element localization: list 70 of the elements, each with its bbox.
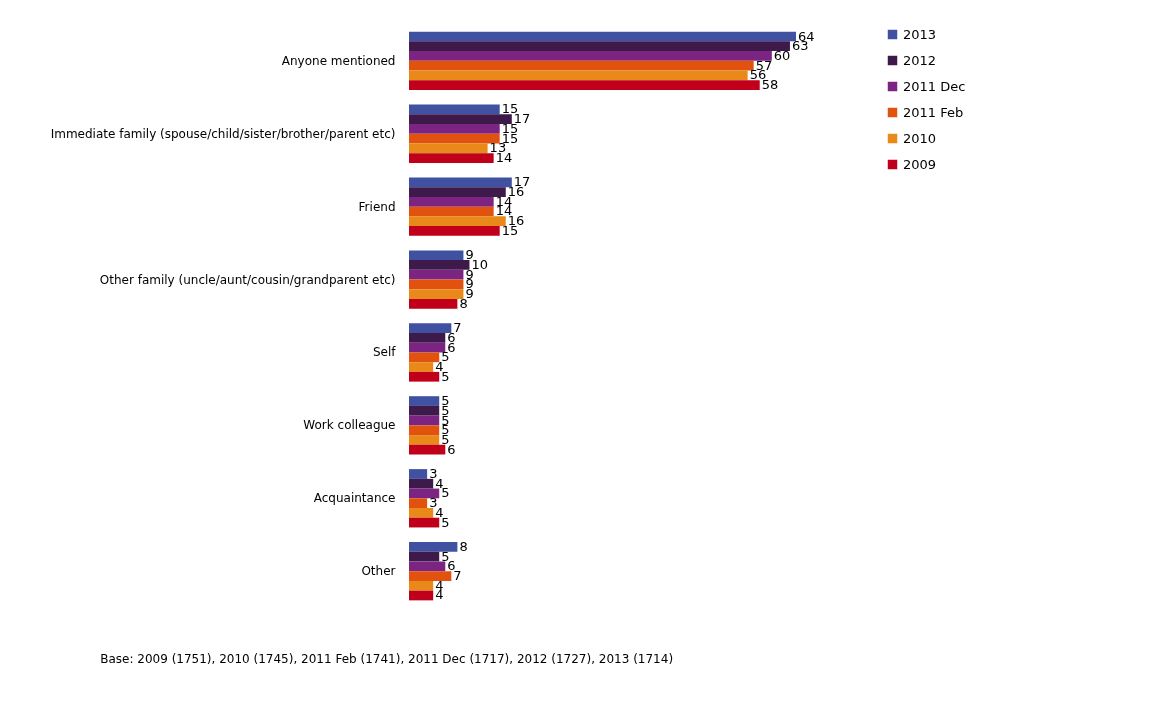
bar (409, 508, 434, 518)
bar (409, 260, 470, 270)
legend-label: 2009 (903, 156, 937, 172)
bar (409, 488, 440, 499)
bar (409, 70, 748, 81)
bar (409, 114, 512, 124)
data-label: 7 (453, 320, 462, 336)
data-label: 8 (459, 538, 468, 554)
y-tick-label: Work colleague (303, 418, 396, 433)
bar (409, 289, 464, 299)
bar (409, 133, 500, 144)
bar (409, 143, 488, 154)
bar (409, 177, 512, 188)
bar (409, 31, 796, 42)
bar (409, 435, 440, 445)
bar (409, 444, 446, 455)
bar (409, 333, 446, 343)
bar (409, 580, 434, 591)
data-label: 60 (773, 47, 791, 63)
bar (409, 542, 458, 552)
bar (409, 498, 428, 508)
bar (409, 571, 452, 581)
bar (409, 216, 506, 227)
bar (409, 41, 790, 52)
data-label: 9 (465, 247, 474, 263)
legend-label: 2012 (903, 52, 937, 68)
bar (409, 590, 434, 601)
bar (409, 396, 440, 406)
bar (409, 517, 440, 528)
data-label: 3 (429, 465, 438, 481)
bar (409, 80, 760, 90)
y-tick-label: Other family (uncle/aunt/cousin/grandparent etc) (99, 272, 396, 287)
y-tick-label: Other (361, 564, 396, 579)
y-tick-label: Self (372, 345, 397, 360)
y-tick-label: Acquaintance (313, 491, 396, 506)
bar (409, 196, 494, 207)
bar (409, 362, 434, 372)
bar (409, 60, 754, 71)
bar (409, 342, 446, 353)
bar (409, 104, 500, 115)
bar (409, 551, 440, 562)
data-label: 3 (429, 495, 438, 511)
bar (409, 478, 434, 489)
bar (409, 250, 464, 261)
bar (409, 352, 440, 363)
data-label: 8 (459, 295, 468, 311)
legend-label: 2011 Dec (903, 78, 966, 94)
bar (409, 298, 458, 309)
bar (409, 206, 494, 217)
bar (409, 226, 500, 236)
bar (409, 415, 440, 426)
legend-label: 2011 Feb (903, 104, 964, 120)
bar (409, 371, 440, 382)
bar (409, 124, 500, 134)
bar (409, 469, 428, 479)
bar (409, 561, 446, 572)
bar (409, 51, 772, 61)
bar (409, 187, 506, 197)
bar (409, 405, 440, 416)
y-tick-label: Anyone mentioned (281, 53, 396, 68)
y-tick-label: Friend (358, 199, 396, 214)
bar (409, 279, 464, 290)
bar (409, 323, 452, 334)
bar (409, 425, 440, 436)
legend-label: 2013 (903, 26, 937, 42)
text: Base: 2009 (1751), 2010 (1745), 2011 Feb (1741), 2011 Dec (1717), 2012 (1727), 2013 (1714) (100, 652, 674, 666)
legend-label: 2010 (903, 130, 937, 146)
bar (409, 153, 494, 163)
y-tick-label: Immediate family (spouse/child/sister/brother/parent etc) (50, 126, 396, 141)
bar (409, 269, 464, 280)
